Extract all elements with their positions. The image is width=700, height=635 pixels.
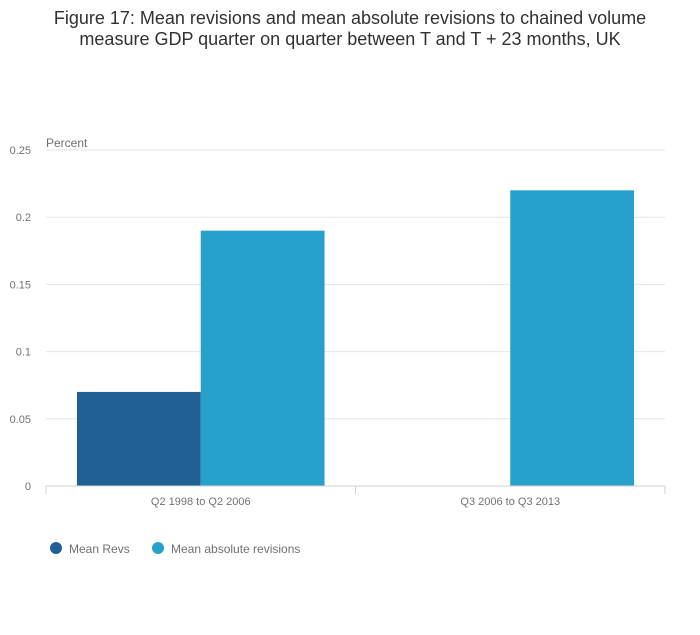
bar-mean-revs — [76, 391, 201, 486]
x-tick-label: Q3 2006 to Q3 2013 — [460, 496, 560, 508]
chart-title-line-2: measure GDP quarter on quarter between T… — [79, 29, 621, 49]
y-tick-label: 0.05 — [10, 414, 31, 426]
y-tick-label: 0.15 — [10, 279, 31, 291]
bar-mean-absolute-revisions — [510, 190, 635, 486]
y-tick-label: 0.2 — [16, 212, 31, 224]
legend: Mean Revs Mean absolute revisions — [50, 542, 300, 556]
legend-label: Mean absolute revisions — [171, 542, 300, 556]
x-tick-label: Q2 1998 to Q2 2006 — [151, 496, 251, 508]
bars — [76, 190, 635, 486]
legend-label: Mean Revs — [69, 542, 130, 556]
chart-title: Figure 17: Mean revisions and mean absol… — [20, 8, 680, 50]
y-axis-label: Percent — [46, 136, 88, 150]
bar-mean-absolute-revisions — [200, 230, 325, 486]
x-axis: Q2 1998 to Q2 2006 Q3 2006 to Q3 2013 — [45, 485, 666, 508]
y-tick-label: 0 — [25, 481, 31, 493]
chart-title-line-1: Figure 17: Mean revisions and mean absol… — [53, 8, 647, 28]
y-tick-label: 0.1 — [16, 347, 31, 359]
y-tick-label: 0.25 — [10, 145, 31, 157]
legend-swatch — [50, 542, 62, 554]
y-axis-ticks: 0 0.05 0.1 0.15 0.2 0.25 — [10, 145, 31, 493]
legend-swatch — [152, 542, 164, 554]
